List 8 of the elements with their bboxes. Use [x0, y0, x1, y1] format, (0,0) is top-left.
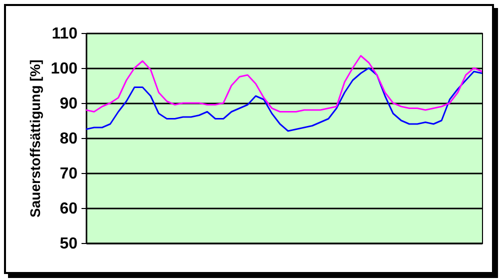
y-tick-label: 110	[52, 26, 78, 42]
y-tick-label: 60	[60, 200, 78, 218]
y-tick-label: 90	[60, 96, 78, 112]
y-tick-label: 70	[60, 166, 78, 182]
y-tick-label: 80	[60, 130, 78, 148]
y-axis-title: Sauerstoffsättigung [%]	[26, 60, 43, 218]
y-tick-label: 50	[60, 236, 78, 252]
y-tick-label: 100	[50, 60, 78, 78]
